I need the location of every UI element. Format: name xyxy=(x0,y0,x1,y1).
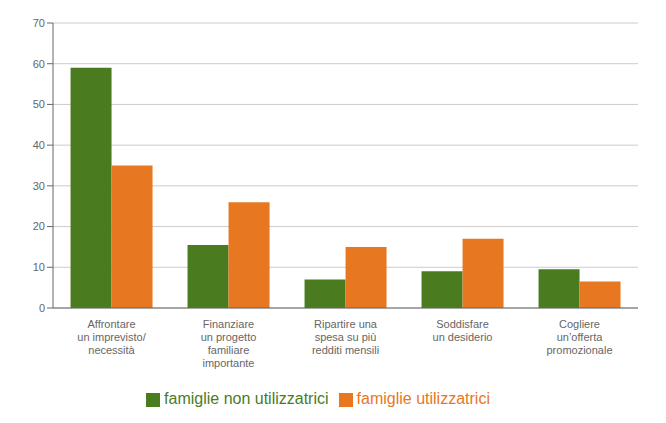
svg-text:Finanziareun progettofamiliare: Finanziareun progettofamiliareimportante xyxy=(201,318,257,369)
svg-text:Ripartire unaspesa su piùreddi: Ripartire unaspesa su piùredditi mensili xyxy=(312,318,379,356)
svg-text:40: 40 xyxy=(33,139,45,151)
svg-text:50: 50 xyxy=(33,98,45,110)
svg-text:20: 20 xyxy=(33,220,45,232)
svg-text:30: 30 xyxy=(33,180,45,192)
svg-text:70: 70 xyxy=(33,17,45,29)
html-text:famiglie utilizzatrici: famiglie utilizzatrici xyxy=(356,390,490,407)
html-text:famiglie non utilizzatrici: famiglie non utilizzatrici xyxy=(164,390,329,407)
svg-text:Soddisfareun desiderio: Soddisfareun desiderio xyxy=(433,318,493,343)
svg-text:Cogliereun’offertapromozionale: Cogliereun’offertapromozionale xyxy=(546,318,612,356)
svg-text:0: 0 xyxy=(39,302,45,314)
svg-text:Affrontareun imprevisto/necess: Affrontareun imprevisto/necessità xyxy=(77,318,146,356)
svg-text:60: 60 xyxy=(33,58,45,70)
svg-text:10: 10 xyxy=(33,261,45,273)
